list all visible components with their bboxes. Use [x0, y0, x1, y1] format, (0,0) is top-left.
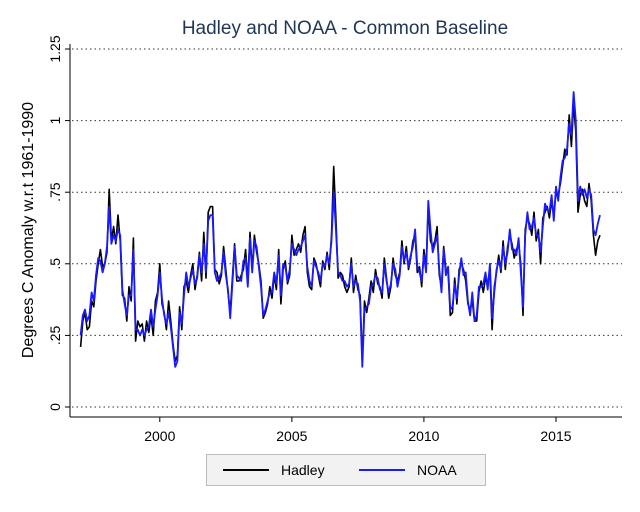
- x-tick-label: 2000: [144, 428, 175, 444]
- x-tick-label: 2015: [540, 428, 571, 444]
- legend-item-hadley: Hadley: [223, 455, 325, 485]
- legend-label-hadley: Hadley: [281, 462, 325, 478]
- y-tick-label: .5: [47, 258, 63, 270]
- series-line-noaa: [79, 91, 601, 368]
- x-tick-label: 2005: [276, 428, 307, 444]
- x-tick-label: 2010: [408, 428, 439, 444]
- y-tick-label: 0: [47, 403, 63, 411]
- legend: Hadley NOAA: [206, 454, 486, 486]
- y-tick-label: 1.25: [47, 35, 63, 62]
- y-tick-label: .75: [47, 182, 63, 202]
- y-tick-label: .25: [47, 325, 63, 345]
- series-line-hadley: [79, 102, 601, 363]
- legend-swatch-noaa: [359, 469, 405, 471]
- axes: 0 .25 .5 .75 1 1.25 2000 2005 2010 2015: [47, 35, 622, 444]
- chart-title: Hadley and NOAA - Common Baseline: [181, 18, 509, 39]
- y-tick-label: 1: [47, 116, 63, 124]
- legend-swatch-hadley: [223, 469, 269, 471]
- series-lines: [79, 91, 601, 368]
- legend-label-noaa: NOAA: [417, 462, 457, 478]
- grid-lines: [72, 48, 622, 408]
- legend-item-noaa: NOAA: [359, 455, 457, 485]
